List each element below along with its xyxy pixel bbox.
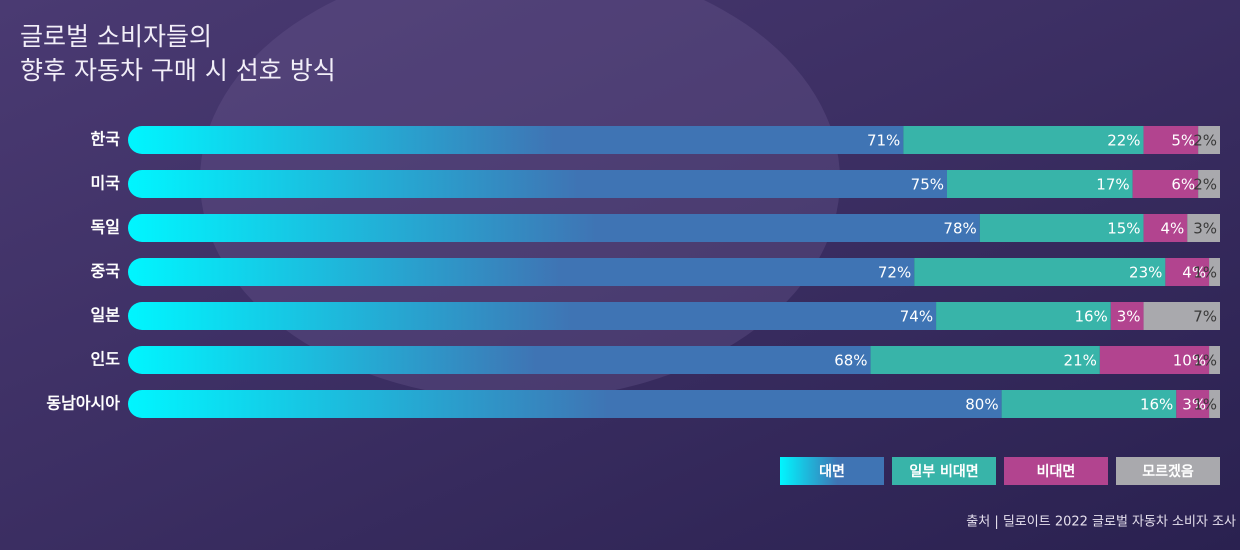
value-label: 4% <box>1182 264 1206 282</box>
bar-segment <box>128 390 1002 418</box>
value-label: 16% <box>1140 396 1173 414</box>
value-label: 15% <box>1107 220 1140 238</box>
background-glow <box>200 0 840 400</box>
value-label: 3% <box>1182 396 1206 414</box>
value-label: 74% <box>900 308 933 326</box>
value-label: 1% <box>1193 352 1217 370</box>
y-tick-label: 인도 <box>91 350 121 369</box>
legend-label: 모르겠음 <box>1142 463 1194 480</box>
bar-segment <box>903 126 1144 154</box>
value-label: 22% <box>1107 132 1140 150</box>
bar-segment <box>128 258 915 286</box>
bar-segment <box>1176 390 1210 418</box>
bar-segment <box>1143 302 1220 330</box>
bar-segment <box>128 346 871 374</box>
value-label: 4% <box>1160 220 1184 238</box>
value-label: 23% <box>1129 264 1162 282</box>
y-tick-label: 한국 <box>91 130 121 149</box>
legend-label: 일부 비대면 <box>909 463 978 480</box>
value-label: 72% <box>878 264 911 282</box>
chart-title: 향후 자동차 구매 시 선호 방식 <box>20 56 336 85</box>
value-label: 80% <box>965 396 998 414</box>
value-label: 1% <box>1193 396 1217 414</box>
bar-segment <box>1198 126 1220 154</box>
legend-label: 비대면 <box>1037 463 1076 480</box>
bar-segment <box>128 170 947 198</box>
bar-segment <box>870 346 1100 374</box>
bar-segment <box>947 170 1133 198</box>
y-tick-label: 일본 <box>91 306 121 325</box>
bar-segment <box>936 302 1111 330</box>
bar-segment <box>128 214 980 242</box>
value-label: 3% <box>1117 308 1141 326</box>
bar-segment <box>1187 214 1220 242</box>
y-tick-label: 독일 <box>91 218 120 237</box>
value-label: 75% <box>911 176 944 194</box>
legend-label: 대면 <box>819 463 845 480</box>
bar-segment <box>1143 214 1188 242</box>
y-tick-label: 동남아시아 <box>46 394 120 413</box>
bar-segment <box>1132 170 1199 198</box>
legend-swatch <box>892 457 996 485</box>
bar-segment <box>914 258 1166 286</box>
bar-segment <box>1110 302 1144 330</box>
bar-segment <box>128 302 937 330</box>
value-label: 2% <box>1193 176 1217 194</box>
value-label: 68% <box>834 352 867 370</box>
y-tick-label: 미국 <box>91 174 121 193</box>
bar-segment <box>1209 258 1220 286</box>
bar-segment <box>979 214 1144 242</box>
value-label: 5% <box>1171 132 1195 150</box>
source: 출처 | 딜로이트 2022 글로벌 자동차 소비자 조사 <box>966 515 1236 530</box>
bar-segment <box>1165 258 1210 286</box>
value-label: 7% <box>1193 308 1217 326</box>
legend-swatch <box>780 457 884 485</box>
bar-segment <box>1209 390 1220 418</box>
value-label: 3% <box>1193 220 1217 238</box>
bar-segment <box>1001 390 1177 418</box>
value-label: 17% <box>1096 176 1129 194</box>
value-label: 16% <box>1074 308 1107 326</box>
value-label: 78% <box>943 220 976 238</box>
bar-segment <box>1209 346 1220 374</box>
chart-title: 글로벌 소비자들의 <box>20 22 212 51</box>
value-label: 71% <box>867 132 900 150</box>
bar-segment <box>1099 346 1210 374</box>
bar-segment <box>1198 170 1220 198</box>
value-label: 2% <box>1193 132 1217 150</box>
legend-swatch <box>1116 457 1220 485</box>
value-label: 6% <box>1171 176 1195 194</box>
legend-swatch <box>1004 457 1108 485</box>
y-tick-label: 중국 <box>91 262 121 281</box>
bar-segment <box>1143 126 1199 154</box>
value-label: 1% <box>1193 264 1217 282</box>
value-label: 10% <box>1173 352 1206 370</box>
bar-segment <box>128 126 904 154</box>
value-label: 21% <box>1064 352 1097 370</box>
